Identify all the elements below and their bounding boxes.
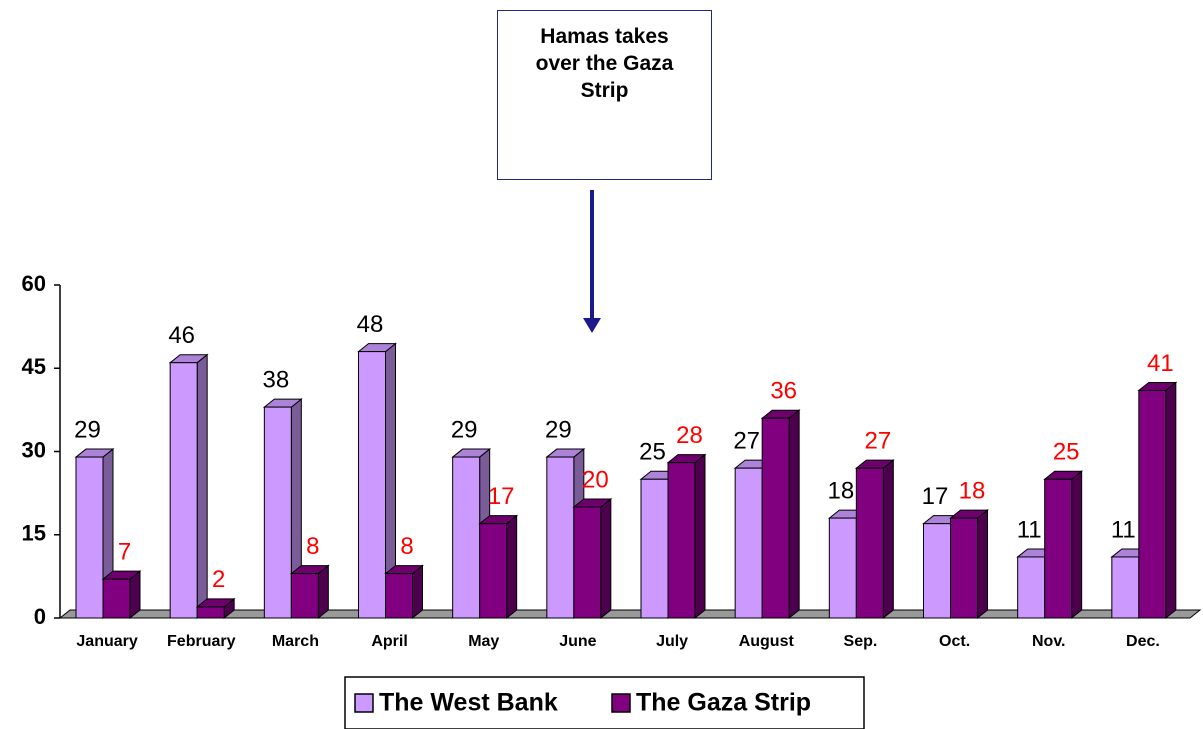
data-label: 25 [639,439,666,466]
x-tick-label: April [371,633,407,650]
bar [667,462,696,619]
bar-side [1165,381,1177,620]
bar [358,351,386,619]
bar [385,573,413,619]
y-tick-label: 15 [22,521,46,546]
x-tick-label: July [656,633,688,650]
data-label: 11 [1111,516,1136,543]
y-tick-label: 0 [34,604,46,629]
bar [452,456,481,619]
data-label: 38 [262,366,289,393]
bar [1044,478,1073,619]
bar-side [788,409,800,620]
data-label: 29 [74,416,101,443]
y-tick-label: 45 [22,354,46,379]
data-label: 36 [770,378,797,405]
bar [923,523,951,619]
bar-side [1071,470,1083,620]
bar [546,456,575,619]
data-label: 17 [488,483,515,510]
x-tick-label: Oct. [939,633,970,650]
y-tick-label: 30 [22,437,46,462]
x-tick-label: January [76,633,137,650]
x-tick-label: March [272,633,319,650]
annotation: Hamas takes over the Gaza Strip [497,10,712,180]
data-label: 2 [212,566,225,593]
x-tick-label: May [468,633,499,650]
data-label: 27 [864,427,891,454]
x-tick-label: Sep. [844,633,878,650]
data-label: 27 [733,427,760,454]
x-tick-label: June [559,633,596,650]
legend-label: The Gaza Strip [636,689,811,717]
legend-swatch [354,693,374,713]
data-label: 29 [545,416,572,443]
bar [75,456,104,619]
bar-side [694,453,706,620]
data-label: 46 [168,322,195,349]
data-label: 28 [676,422,703,449]
bar-side [600,497,612,620]
data-label: 48 [357,311,384,338]
data-label: 7 [118,538,131,565]
data-label: 8 [400,533,413,560]
bar-side [882,459,894,620]
data-label: 17 [922,483,949,510]
bar [950,517,978,619]
bar-side [506,514,518,620]
arrow-head [583,318,601,333]
data-label: 41 [1147,350,1174,377]
bar [263,406,292,619]
data-label: 18 [827,477,854,504]
data-label: 11 [1017,516,1042,543]
data-label: 25 [1053,439,1080,466]
bar [640,478,669,619]
x-tick-label: February [167,633,236,650]
bar-side [317,564,329,620]
data-label: 8 [306,533,319,560]
bar [196,606,225,619]
x-tick-label: August [739,633,795,650]
legend-box [344,676,865,729]
bar [1111,556,1140,619]
bar-side [196,353,208,620]
bar [1017,556,1046,619]
bar [855,467,884,619]
bar [290,573,319,619]
legend-label: The West Bank [379,689,558,717]
bar [734,467,763,619]
x-tick-label: Nov. [1032,633,1065,650]
bar [761,417,790,619]
data-label: 20 [582,466,609,493]
bar [169,362,198,619]
y-tick-label: 60 [22,271,46,296]
bar-side [977,509,988,620]
data-label: 29 [451,416,478,443]
data-label: 18 [959,477,986,504]
bar [1138,389,1167,619]
x-tick-label: Dec. [1126,633,1160,650]
bar [828,517,857,619]
floor [58,609,1202,619]
bar [102,578,131,619]
bar [573,506,602,619]
legend-swatch [611,693,631,713]
bar [479,523,508,619]
bar-side [412,564,423,620]
